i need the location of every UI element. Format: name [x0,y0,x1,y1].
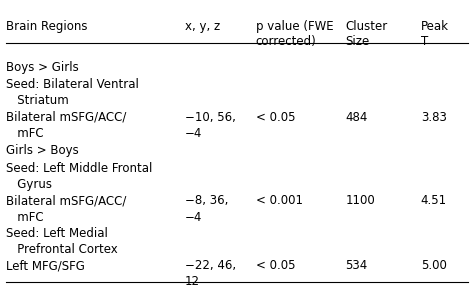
Text: 1100: 1100 [346,194,375,207]
Text: −4: −4 [185,127,202,140]
Text: 3.83: 3.83 [421,111,447,124]
Text: Peak
T: Peak T [421,20,449,48]
Text: mFC: mFC [6,211,44,224]
Text: 484: 484 [346,111,368,124]
Text: < 0.05: < 0.05 [256,259,295,272]
Text: 5.00: 5.00 [421,259,447,272]
Text: < 0.001: < 0.001 [256,194,303,207]
Text: −10, 56,: −10, 56, [185,111,236,124]
Text: Cluster
Size: Cluster Size [346,20,388,48]
Text: Bilateral mSFG/ACC/: Bilateral mSFG/ACC/ [6,111,127,124]
Text: Seed: Left Middle Frontal: Seed: Left Middle Frontal [6,162,153,175]
Text: < 0.05: < 0.05 [256,111,295,124]
Text: mFC: mFC [6,127,44,140]
Text: Striatum: Striatum [6,95,69,108]
Text: −4: −4 [185,211,202,224]
Text: x, y, z: x, y, z [185,20,220,33]
Text: 12: 12 [185,275,200,288]
Text: Prefrontal Cortex: Prefrontal Cortex [6,243,118,256]
Text: Girls > Boys: Girls > Boys [6,144,79,158]
Text: Gyrus: Gyrus [6,178,52,191]
Text: 534: 534 [346,259,368,272]
Text: 4.51: 4.51 [421,194,447,207]
Text: −8, 36,: −8, 36, [185,194,228,207]
Text: Seed: Bilateral Ventral: Seed: Bilateral Ventral [6,78,139,91]
Text: Left MFG/SFG: Left MFG/SFG [6,259,85,272]
Text: Boys > Girls: Boys > Girls [6,61,79,74]
Text: Brain Regions: Brain Regions [6,20,88,33]
Text: Bilateral mSFG/ACC/: Bilateral mSFG/ACC/ [6,194,127,207]
Text: −22, 46,: −22, 46, [185,259,237,272]
Text: p value (FWE
corrected): p value (FWE corrected) [256,20,334,48]
Text: Seed: Left Medial: Seed: Left Medial [6,227,108,240]
